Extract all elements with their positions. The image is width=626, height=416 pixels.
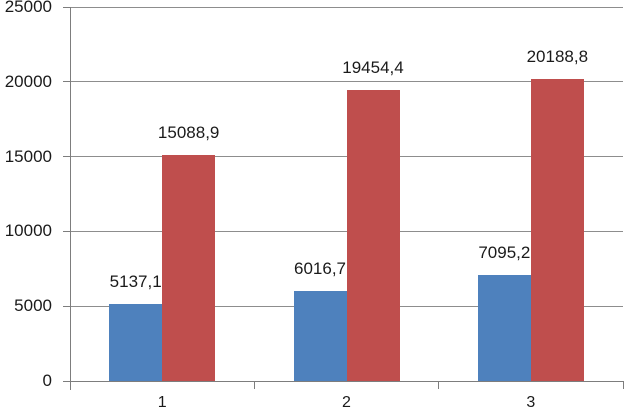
x-tick-mark [622, 381, 624, 389]
bar-series2-cat2 [346, 89, 400, 381]
y-tick-label: 0 [42, 371, 52, 390]
data-label-series1-cat2: 6016,7 [294, 258, 346, 278]
y-gridline [70, 81, 623, 83]
bar-series1-cat2 [293, 290, 347, 381]
y-tick-label: 20000 [4, 71, 52, 91]
data-label-series1-cat1: 5137,1 [109, 272, 162, 292]
y-tick-mark [63, 230, 70, 232]
y-tick-label: 25000 [4, 0, 52, 16]
y-tick-mark [63, 156, 70, 158]
x-axis-line [70, 380, 623, 382]
y-tick-label: 10000 [4, 221, 52, 241]
bar-series1-cat1 [109, 304, 163, 381]
x-tick-mark [69, 381, 71, 389]
data-label-series2-cat2: 19454,4 [342, 57, 404, 77]
y-tick-mark [63, 305, 70, 307]
x-tick-mark [438, 381, 440, 389]
bar-series2-cat3 [530, 78, 584, 381]
y-gridline [70, 6, 623, 8]
data-label-series2-cat1: 15088,9 [157, 123, 220, 143]
x-tick-mark [253, 381, 255, 389]
y-tick-mark [63, 6, 70, 8]
y-tick-mark [63, 380, 70, 382]
category-label: 2 [342, 394, 351, 411]
y-tick-label: 15000 [4, 146, 52, 166]
data-label-series1-cat3: 7095,2 [478, 242, 531, 262]
y-axis-line [70, 7, 71, 390]
y-tick-label: 5000 [14, 296, 52, 316]
y-tick-mark [63, 81, 70, 83]
data-label-series2-cat3: 20188,8 [526, 46, 589, 66]
category-label: 1 [157, 394, 167, 411]
bar-series1-cat3 [477, 274, 531, 381]
bar-series2-cat1 [162, 155, 216, 381]
category-label: 3 [526, 394, 536, 411]
